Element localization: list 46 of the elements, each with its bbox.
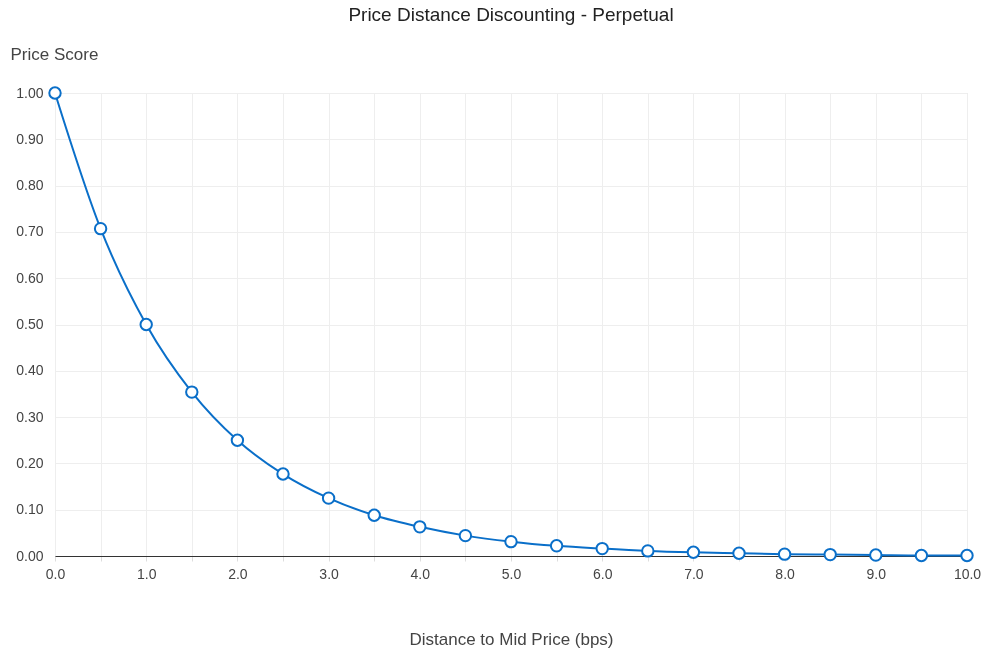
point <box>367 508 381 522</box>
x-tick-label: 4.0 <box>410 565 431 582</box>
point <box>732 546 746 560</box>
x-tick-label: 5.0 <box>501 565 522 582</box>
point <box>823 547 837 562</box>
point <box>276 467 290 481</box>
point <box>185 385 199 399</box>
y-tick-label: 0.60 <box>16 269 44 286</box>
point <box>321 491 336 505</box>
y-tick-label: 0.50 <box>16 316 44 332</box>
x-tick-label: 6.0 <box>592 565 613 582</box>
x-tick-label: 9.0 <box>866 565 887 582</box>
x-tick-label: 1.0 <box>136 565 157 582</box>
y-tick-label: 0.40 <box>16 362 44 379</box>
point <box>458 528 473 543</box>
point <box>549 539 564 553</box>
y-tick-label: 0.00 <box>16 547 44 564</box>
point <box>777 547 792 561</box>
y-tick-label: 0.20 <box>16 454 44 471</box>
point <box>914 548 929 563</box>
x-tick-label: 7.0 <box>684 565 704 582</box>
point <box>139 317 153 332</box>
y-tick-label: 0.90 <box>16 130 44 147</box>
point <box>960 548 974 563</box>
point <box>93 221 108 236</box>
point <box>641 544 655 558</box>
point <box>413 520 427 534</box>
point <box>504 534 518 549</box>
y-tick-label: 0.10 <box>16 501 44 518</box>
y-tick-label: 0.80 <box>16 177 44 194</box>
x-tick-label: 8.0 <box>775 565 796 582</box>
point <box>48 86 62 100</box>
x-tick-label: 0.0 <box>45 565 66 582</box>
point <box>686 545 701 559</box>
x-tick-label: 2.0 <box>228 565 248 582</box>
y-tick-label: 0.30 <box>16 408 44 425</box>
y-tick-label: 1.00 <box>16 84 44 101</box>
y-tick-label: 0.70 <box>16 223 44 240</box>
point <box>595 541 609 556</box>
chart-title: Price Distance Discounting - Perpetual <box>348 4 674 25</box>
y-axis-title: Price Score <box>10 44 99 64</box>
x-tick-label: 10.0 <box>953 565 982 582</box>
x-axis-title: Distance to Mid Price (bps) <box>409 629 614 649</box>
point <box>230 433 245 447</box>
x-tick-label: 3.0 <box>319 565 340 582</box>
point <box>869 548 883 562</box>
